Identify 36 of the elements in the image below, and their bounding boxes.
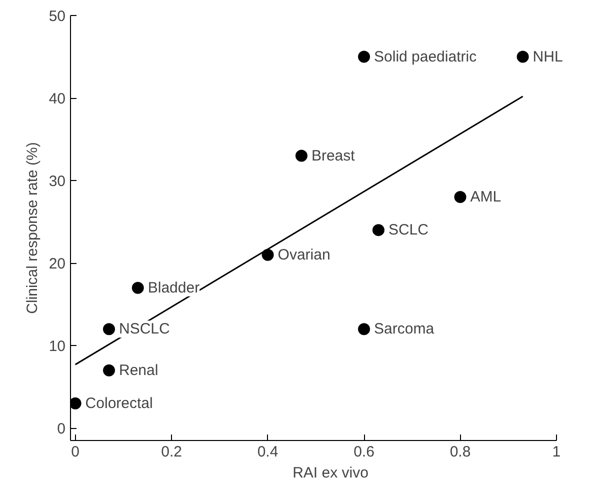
x-tick-label: 1 (552, 444, 561, 460)
point (358, 50, 370, 63)
annotation: Colorectal (85, 394, 153, 412)
x-tick-label: 0.6 (354, 444, 374, 460)
y-axis-title: Clinical response rate (%) (24, 142, 41, 314)
point (70, 397, 82, 410)
point (262, 248, 274, 261)
y-tick-label: 20 (48, 256, 66, 273)
point (358, 323, 370, 336)
x-tick-label: 0.2 (161, 444, 182, 460)
point (454, 191, 466, 204)
annotation: Breast (311, 147, 356, 164)
annotation: Sarcoma (374, 320, 435, 338)
y-tick-label: 40 (48, 90, 66, 108)
x-tick-label: 0.8 (450, 444, 471, 460)
annotation: AML (470, 188, 502, 206)
point (132, 282, 144, 294)
annotation: NHL (532, 48, 563, 66)
point (516, 50, 529, 63)
y-tick-label: 50 (48, 8, 66, 25)
y-tick-label: 30 (48, 173, 66, 190)
annotation: Bladder (148, 279, 200, 296)
x-tick-label: 0 (71, 444, 80, 460)
point (102, 364, 115, 376)
point (295, 150, 308, 162)
x-axis-title: RAI ex vivo (292, 464, 368, 482)
annotation: Ovarian (278, 246, 330, 264)
point (102, 323, 115, 336)
x-tick-label: 0.4 (257, 444, 278, 460)
point (372, 224, 384, 236)
annotation: Solid paediatric (374, 48, 478, 66)
y-tick-label: 0 (57, 420, 66, 438)
annotation: NSCLC (118, 320, 170, 338)
y-tick-label: 10 (48, 338, 66, 356)
annotation: Renal (118, 362, 158, 379)
annotation: SCLC (388, 222, 429, 239)
